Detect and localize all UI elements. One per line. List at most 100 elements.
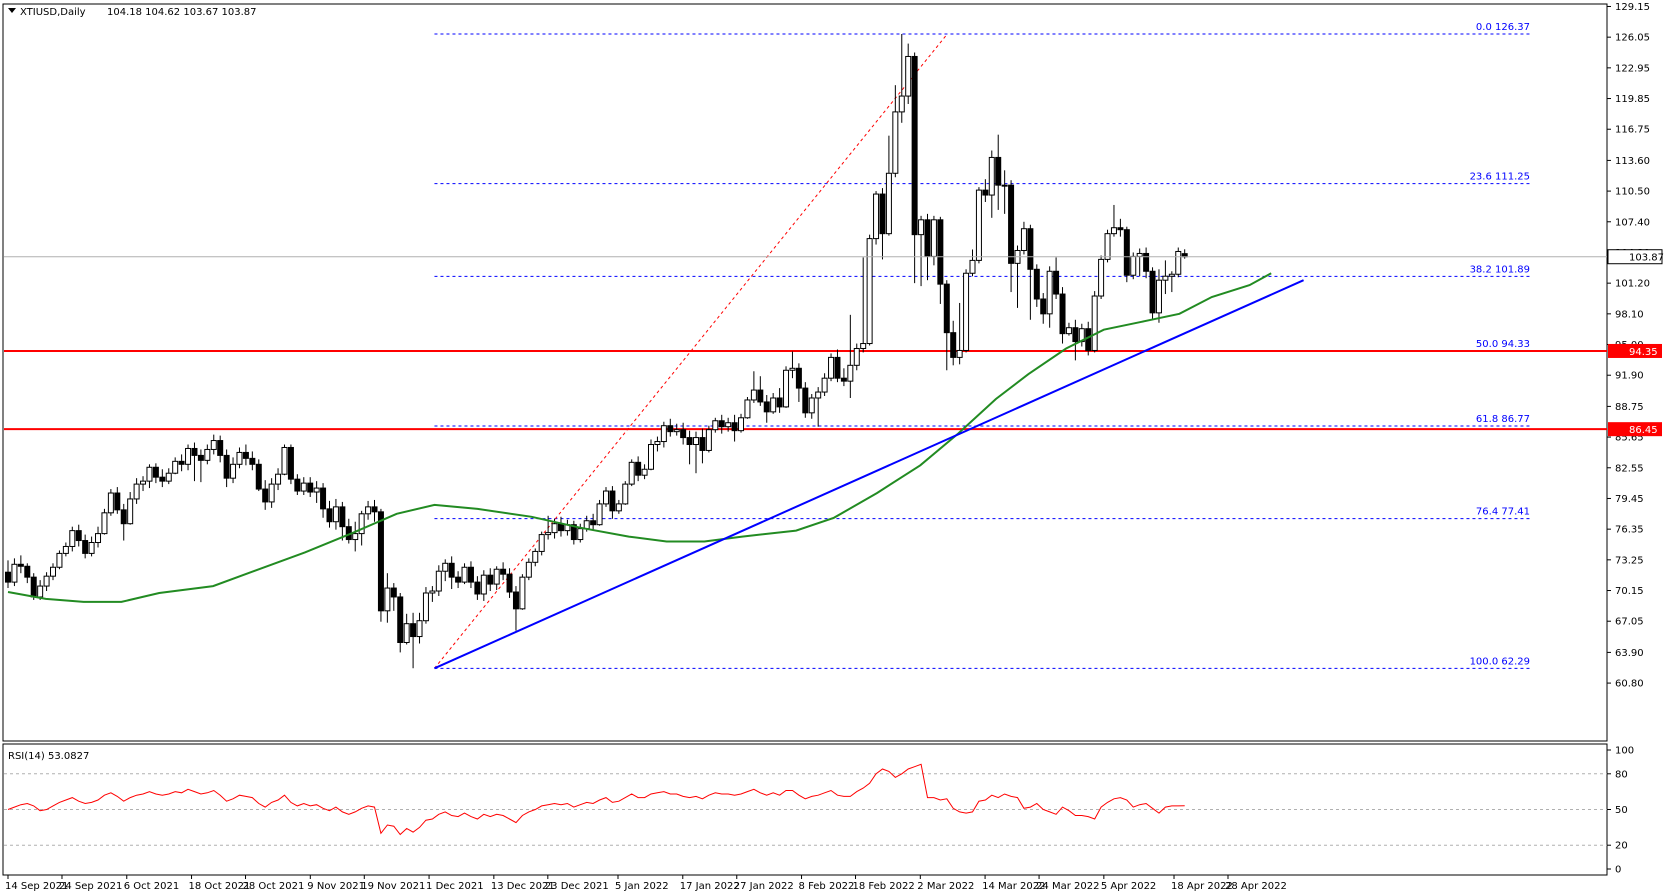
candle-bear (834, 356, 841, 379)
candle-bull (185, 447, 192, 465)
candle-bear (75, 530, 82, 542)
candle-bear (320, 487, 327, 510)
candle-bull (1001, 184, 1008, 187)
price-tick-label: 76.35 (1615, 525, 1644, 536)
candle-bear (371, 506, 378, 513)
candle-bear (680, 429, 687, 439)
price-tick-label: 119.85 (1615, 94, 1650, 105)
candle-bull (230, 463, 237, 479)
candle-bull (975, 189, 982, 261)
symbol-label: XTIUSD,Daily (20, 7, 86, 18)
candle-bear (1027, 228, 1034, 270)
fib-level-label: 23.6 111.25 (1470, 172, 1530, 183)
candle-bull (146, 466, 153, 482)
fib-level-label: 100.0 62.29 (1470, 656, 1530, 667)
time-tick-label: 8 Feb 2022 (799, 881, 855, 892)
candle-bull (821, 377, 828, 393)
collapse-triangle-icon[interactable] (8, 8, 16, 13)
price-tick-label: 88.75 (1615, 402, 1644, 413)
candle-bull (963, 272, 970, 351)
candle-bull (602, 490, 609, 505)
time-tick-label: 5 Apr 2022 (1101, 881, 1156, 892)
trendline (434, 279, 1304, 670)
candle-bull (88, 542, 95, 554)
candle-bull (107, 492, 114, 514)
candle-bull (673, 429, 680, 433)
candle-bear (590, 520, 597, 526)
candle-bear (223, 454, 230, 479)
level-price-tag (1608, 343, 1662, 358)
candle-bear (840, 377, 847, 382)
candle-bear (776, 397, 783, 408)
horizontal-levels: 94.35 86.45 (4, 343, 1662, 437)
candle-bear (795, 367, 802, 389)
candle-bear (159, 476, 166, 482)
time-tick-label: 24 Mar 2022 (1036, 881, 1099, 892)
price-tick-label: 85.65 (1615, 433, 1644, 444)
candle-bear (455, 576, 462, 583)
candle-bull (1155, 279, 1162, 314)
rsi-tick-label: 100 (1615, 746, 1634, 757)
candle-bear (262, 488, 269, 503)
price-tick-label: 82.55 (1615, 463, 1644, 474)
candle-bear (287, 446, 294, 480)
candle-bull (654, 441, 661, 446)
candle-bull (551, 523, 558, 534)
time-tick-label: 18 Apr 2022 (1171, 881, 1233, 892)
candle-bull (988, 156, 995, 196)
candle-bear (1123, 229, 1130, 276)
time-tick-label: 27 Jan 2022 (734, 881, 794, 892)
candle-bear (635, 461, 642, 476)
candle-bull (1162, 275, 1169, 281)
candle-bear (943, 283, 950, 334)
candle-bull (384, 587, 391, 612)
candle-bear (911, 55, 918, 236)
price-tick-label: 113.60 (1615, 156, 1650, 167)
candle-bear (879, 193, 886, 235)
candle-bull (133, 483, 140, 500)
candle-bear (1117, 227, 1124, 231)
candle-bear (5, 571, 11, 583)
time-tick-label: 6 Oct 2021 (124, 881, 179, 892)
candle-bull (95, 533, 102, 544)
current-price-label: 103.87 (1629, 253, 1664, 264)
candle-bear (995, 156, 1002, 186)
current-price-tag (1607, 249, 1663, 265)
fib-level-label: 38.2 101.89 (1470, 264, 1530, 275)
candle-bull (1110, 227, 1117, 235)
candle-bear (570, 524, 577, 541)
candle-bull (750, 389, 757, 401)
candle-bull (210, 440, 217, 450)
price-pane-frame (2, 3, 1608, 742)
candle-bull (493, 568, 500, 585)
rsi-polyline (7, 763, 1185, 836)
candle-bear (82, 540, 89, 554)
candle-bull (1168, 273, 1175, 277)
candle-bull (847, 364, 854, 382)
price-tick-label: 107.40 (1615, 217, 1650, 228)
candle-bull (525, 561, 532, 578)
level-price-label: 86.45 (1629, 425, 1658, 436)
candle-bull (1136, 252, 1143, 257)
candle-bull (725, 422, 732, 428)
candle-bull (789, 367, 796, 371)
time-tick-label: 24 Sep 2021 (59, 881, 122, 892)
candle-bull (403, 623, 410, 643)
price-tick-label: 70.15 (1615, 586, 1644, 597)
candle-bull (1130, 255, 1137, 276)
candle-bear (197, 454, 204, 461)
candle-bull (101, 512, 108, 535)
fib-diagonal (434, 33, 948, 669)
candle-bear (1033, 268, 1040, 300)
candle-bear (249, 457, 256, 465)
level-price-label: 94.35 (1629, 347, 1658, 358)
candle-bull (873, 193, 880, 240)
candle-bull (140, 480, 147, 485)
rsi-line (7, 763, 1185, 836)
candle-bear (24, 565, 31, 578)
candle-bull (69, 530, 76, 547)
candle-bull (693, 437, 700, 446)
candle-bull (628, 461, 635, 485)
price-tick-label: 101.20 (1615, 279, 1650, 290)
